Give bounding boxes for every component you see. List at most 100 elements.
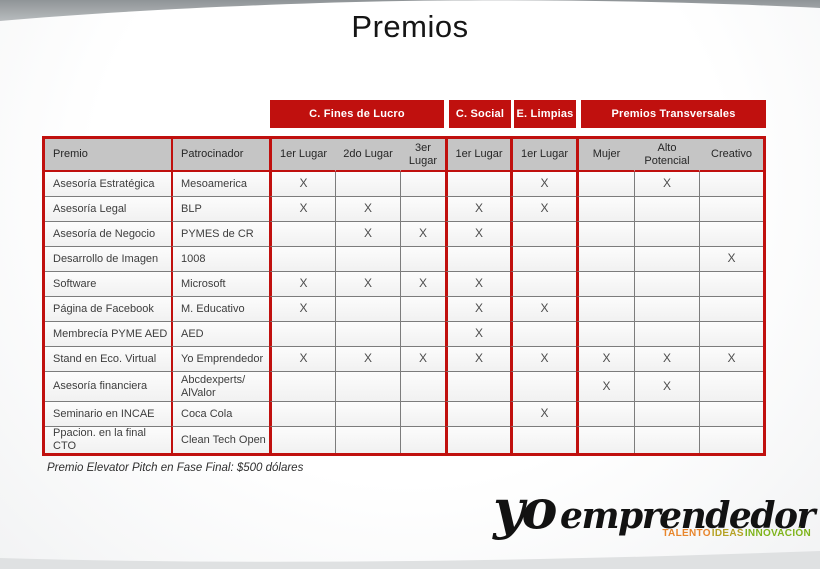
premio-cell: Asesoría Legal (45, 197, 171, 222)
banner-premios-transversales: Premios Transversales (581, 100, 766, 128)
patrocinador-cell: Microsoft (171, 272, 269, 297)
mark-cell: X (445, 272, 510, 297)
table-row: Seminario en INCAE Coca Cola X (45, 402, 763, 427)
mark-cell: X (510, 402, 576, 427)
mark-cell (634, 247, 699, 272)
table-row: Software Microsoft X X X X (45, 272, 763, 297)
mark-cell (335, 372, 400, 402)
mark-cell (335, 427, 400, 453)
mark-cell (699, 272, 763, 297)
patrocinador-cell: 1008 (171, 247, 269, 272)
mark-cell (269, 222, 335, 247)
logo-yo-script: yo (493, 477, 557, 541)
banner-fines-de-lucro: C. Fines de Lucro (270, 100, 444, 128)
mark-cell (576, 322, 634, 347)
mark-cell (576, 197, 634, 222)
mark-cell: X (269, 197, 335, 222)
mark-cell (269, 247, 335, 272)
mark-cell: X (699, 247, 763, 272)
table-row: Asesoría financiera Abcdexperts/ AlValor X… (45, 372, 763, 402)
patrocinador-cell: Coca Cola (171, 402, 269, 427)
patrocinador-cell: BLP (171, 197, 269, 222)
column-header: Premio (45, 139, 171, 172)
mark-cell: X (335, 272, 400, 297)
mark-cell (335, 172, 400, 197)
logo-name-script: emprendedor (560, 495, 815, 537)
mark-cell (699, 402, 763, 427)
mark-cell (510, 272, 576, 297)
premio-cell: Software (45, 272, 171, 297)
table-row: Asesoría de Negocio PYMES de CR X X X (45, 222, 763, 247)
mark-cell (699, 197, 763, 222)
mark-cell (510, 372, 576, 402)
footnote: Premio Elevator Pitch en Fase Final: $50… (47, 462, 304, 474)
table-row: Asesoría Legal BLP X X X X (45, 197, 763, 222)
logo-tagline: TALENTOIDEASINNOVACIÓN (493, 528, 814, 539)
banner-social: C. Social (449, 100, 511, 128)
mark-cell (269, 402, 335, 427)
table-row: Membrecía PYME AED AED X (45, 322, 763, 347)
mark-cell: X (699, 347, 763, 372)
mark-cell (634, 427, 699, 453)
table-row: Página de Facebook M. Educativo X X X (45, 297, 763, 322)
mark-cell: X (445, 222, 510, 247)
mark-cell (634, 272, 699, 297)
column-header: 1er Lugar (445, 139, 510, 172)
tagline-ideas: IDEAS (711, 528, 744, 539)
mark-cell (400, 247, 445, 272)
mark-cell (576, 272, 634, 297)
column-header: Alto Potencial (634, 139, 699, 172)
mark-cell (445, 372, 510, 402)
yo-emprendedor-logo: yo emprendedor TALENTOIDEASINNOVACIÓN (493, 482, 815, 539)
mark-cell: X (510, 197, 576, 222)
tagline-talento: TALENTO (662, 528, 711, 539)
patrocinador-cell: Clean Tech Open (171, 427, 269, 453)
mark-cell: X (269, 347, 335, 372)
mark-cell: X (400, 222, 445, 247)
mark-cell: X (400, 347, 445, 372)
mark-cell: X (510, 297, 576, 322)
mark-cell: X (634, 347, 699, 372)
mark-cell (576, 172, 634, 197)
mark-cell (269, 427, 335, 453)
mark-cell (634, 297, 699, 322)
mark-cell (699, 222, 763, 247)
awards-table: Premio Patrocinador 1er Lugar 2do Lugar 3er … (42, 136, 766, 456)
table-row: Stand en Eco. Virtual Yo Emprendedor X X X X X… (45, 347, 763, 372)
table-row: Desarrollo de Imagen 1008 X (45, 247, 763, 272)
mark-cell (699, 297, 763, 322)
mark-cell (576, 427, 634, 453)
premio-cell: Asesoría financiera (45, 372, 171, 402)
slide-title: Premios (351, 9, 469, 44)
logo-script-text: yo emprendedor (493, 482, 815, 537)
mark-cell (400, 297, 445, 322)
patrocinador-cell: M. Educativo (171, 297, 269, 322)
mark-cell (576, 297, 634, 322)
premio-cell: Página de Facebook (45, 297, 171, 322)
mark-cell (335, 247, 400, 272)
mark-cell (269, 372, 335, 402)
mark-cell: X (510, 172, 576, 197)
premio-cell: Seminario en INCAE (45, 402, 171, 427)
mark-cell (634, 322, 699, 347)
mark-cell (400, 372, 445, 402)
patrocinador-cell: AED (171, 322, 269, 347)
column-header: Mujer (576, 139, 634, 172)
mark-cell (634, 402, 699, 427)
mark-cell (445, 247, 510, 272)
mark-cell: X (576, 372, 634, 402)
mark-cell (400, 172, 445, 197)
premio-cell: Asesoría de Negocio (45, 222, 171, 247)
mark-cell (510, 427, 576, 453)
banner-energias-limpias: E. Limpias (514, 100, 576, 128)
column-header: 1er Lugar (510, 139, 576, 172)
mark-cell (634, 222, 699, 247)
mark-cell (699, 372, 763, 402)
mark-cell (576, 247, 634, 272)
premio-cell: Membrecía PYME AED (45, 322, 171, 347)
column-header: 2do Lugar (335, 139, 400, 172)
patrocinador-cell: PYMES de CR (171, 222, 269, 247)
mark-cell (335, 297, 400, 322)
mark-cell: X (269, 172, 335, 197)
mark-cell (400, 197, 445, 222)
